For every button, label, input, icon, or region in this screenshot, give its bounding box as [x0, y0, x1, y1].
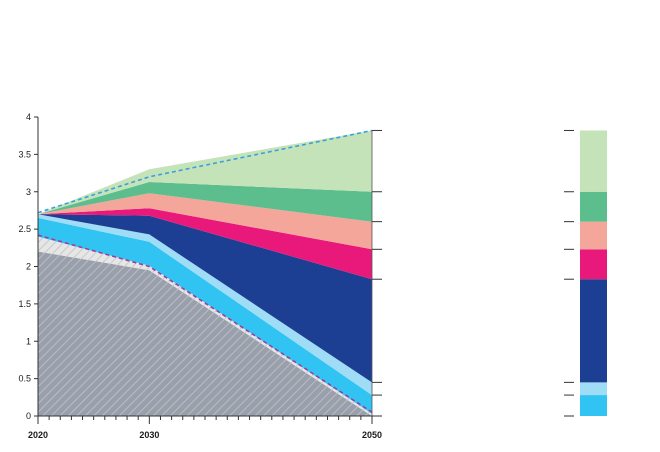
- y-tick-label: 0: [26, 411, 31, 421]
- outline-lines: [37, 129, 373, 413]
- area-layers: [38, 130, 372, 416]
- bar-segment-2: [580, 382, 607, 396]
- bar-segment-1: [580, 395, 607, 416]
- right-tick-marks: [372, 129, 574, 417]
- y-tick-label: 2.5: [18, 224, 31, 234]
- area-layer-5: [38, 214, 372, 383]
- bar-segment-5: [580, 221, 607, 250]
- area-layer-3: [38, 217, 372, 414]
- bar-segment-7: [580, 130, 607, 192]
- y-tick-label: 4: [26, 112, 31, 122]
- y-tick-label: 1.5: [18, 299, 31, 309]
- bar-segment-6: [580, 191, 607, 222]
- x-tick-label: 2020: [28, 430, 48, 440]
- bar-segment-4: [580, 249, 607, 280]
- x-tick-label: 2050: [362, 430, 382, 440]
- axes: 0 0.5 1 1.5 2 2.5 3 3.5 4 2020 2030 2050: [18, 112, 382, 440]
- y-tick-label: 1: [26, 336, 31, 346]
- area-layer-6: [38, 208, 372, 280]
- area-layer-7: [38, 193, 372, 250]
- area-layer-9: [38, 130, 372, 215]
- stacked-bar-2050: [580, 130, 607, 416]
- y-tick-label: 3.5: [18, 149, 31, 159]
- area-layer-1: [38, 251, 372, 416]
- y-tick-label: 2: [26, 262, 31, 272]
- area-layer-2: [38, 236, 372, 416]
- x-tick-label: 2030: [139, 430, 159, 440]
- lower-outline-line: [37, 234, 373, 413]
- area-layer-8: [38, 182, 372, 222]
- upper-outline-line: [37, 129, 373, 214]
- bar-segment-3: [580, 279, 607, 383]
- y-tick-label: 3: [26, 187, 31, 197]
- y-tick-label: 0.5: [18, 374, 31, 384]
